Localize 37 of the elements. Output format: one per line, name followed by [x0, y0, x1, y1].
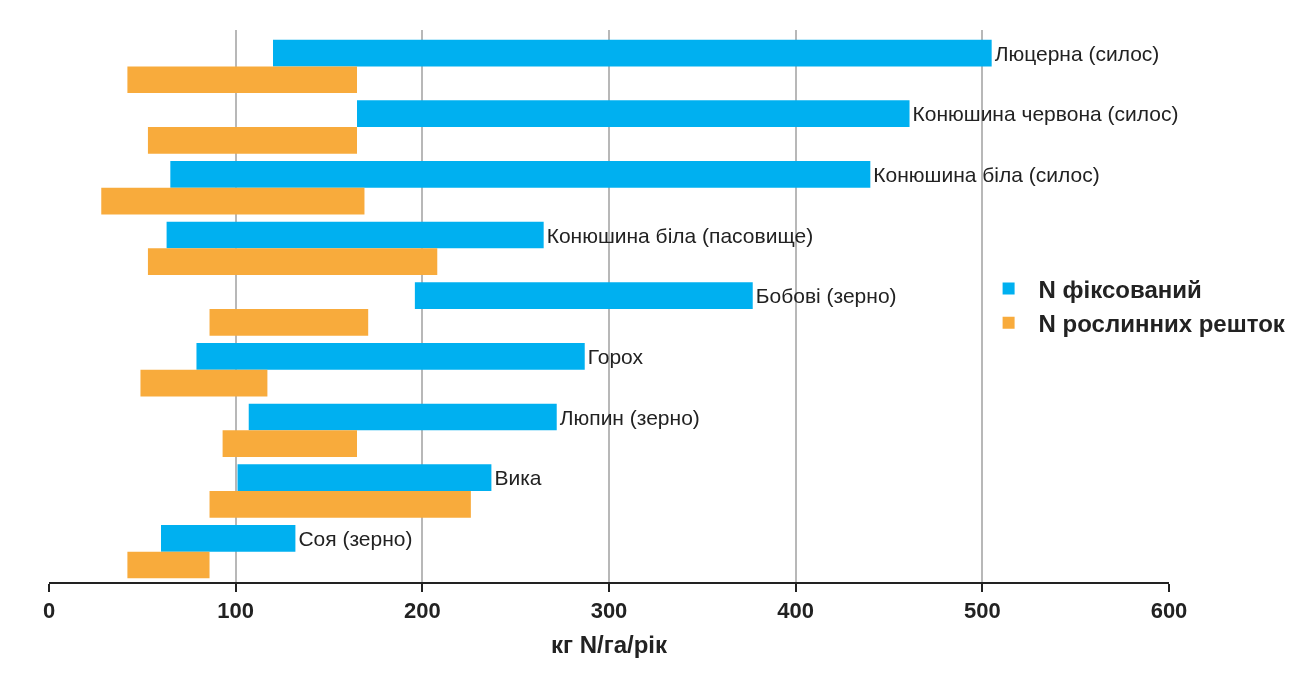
x-tick-label: 200	[403, 598, 441, 624]
bar	[147, 248, 438, 276]
bar	[414, 282, 753, 310]
y-tick-label: Горох	[587, 344, 644, 368]
legend-label: N рослинних решток	[1038, 310, 1286, 338]
bar	[237, 464, 492, 492]
x-axis-title: кг N/га/рік	[550, 631, 668, 659]
bar	[222, 430, 357, 458]
bar	[147, 127, 357, 154]
bar	[248, 403, 557, 431]
x-tick-label: 300	[590, 598, 628, 624]
x-tick-label: 600	[1150, 598, 1188, 624]
bar	[170, 161, 871, 188]
bar	[161, 524, 296, 552]
bar	[166, 221, 544, 249]
bar	[140, 369, 268, 397]
bar	[101, 187, 365, 215]
y-tick-label: Конюшина біла (пасовище)	[546, 223, 814, 247]
y-tick-label: Люпин (зерно)	[559, 405, 700, 429]
y-tick-label: Люцерна (силос)	[994, 41, 1160, 65]
y-tick-label: Соя (зерно)	[298, 526, 413, 550]
x-tick-label: 400	[777, 598, 815, 624]
y-tick-label: Конюшина червона (силос)	[912, 102, 1179, 126]
bar	[127, 551, 210, 579]
x-tick-label: 100	[217, 598, 255, 624]
x-tick-label: 0	[42, 598, 56, 624]
x-tick-label: 500	[963, 598, 1001, 624]
bar	[209, 491, 471, 518]
y-tick-label: Конюшина біла (силос)	[873, 162, 1100, 186]
bar	[127, 66, 357, 94]
bar	[196, 343, 585, 370]
legend-label: N фіксований	[1038, 275, 1202, 303]
bar	[357, 100, 910, 128]
y-tick-label: Бобові (зерно)	[755, 284, 897, 308]
bar	[273, 39, 992, 67]
y-tick-label: Вика	[494, 466, 542, 490]
bar	[209, 309, 369, 336]
